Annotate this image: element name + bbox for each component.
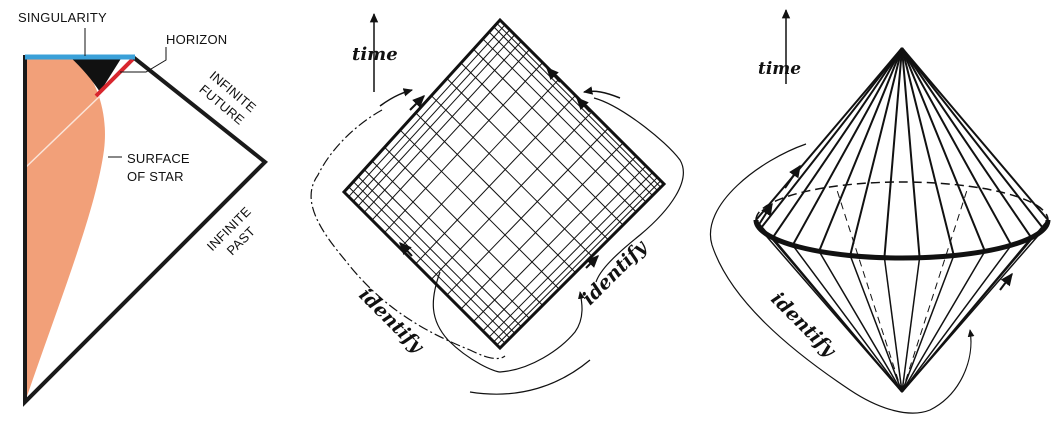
cone-generator-line (791, 47, 903, 246)
edge-arrow-top-1 (409, 95, 425, 111)
grid-line (482, 38, 647, 203)
identified-square-diagram: time identify identify (310, 12, 684, 395)
cone-generator-line (901, 219, 1049, 393)
penrose-diagram: SINGULARITY HORIZON INFINITE FUTURE SURF… (18, 10, 268, 407)
grid-line (363, 40, 522, 213)
identify-label-left: identify (354, 284, 429, 359)
edge-arrow-top-3 (576, 96, 591, 113)
edge-arrow-top-2 (546, 66, 561, 83)
grid-line (473, 155, 637, 322)
cone-generator-line (835, 185, 903, 393)
grid-line (348, 24, 506, 198)
grid-line (415, 95, 576, 265)
cone-generator-line (792, 244, 903, 393)
cone-generator-line (901, 47, 921, 258)
cone-generator-line (901, 244, 1012, 393)
grid-line (488, 31, 653, 196)
cone-generator-line (901, 257, 921, 393)
cone-generator-line (759, 47, 903, 230)
cone-rim-back (755, 181, 1049, 221)
cone-generator-line (901, 47, 955, 256)
grid-line (348, 186, 506, 344)
grid-line (496, 180, 662, 346)
grid-line (473, 48, 637, 213)
singularity-label: SINGULARITY (18, 10, 107, 25)
cone-generator-line (772, 237, 903, 393)
grid-line (357, 34, 516, 207)
grid-line (352, 29, 511, 202)
grid-line (430, 111, 593, 280)
cone-rim-front (753, 219, 1051, 261)
grid-line (353, 181, 511, 339)
cone-arrow-1 (784, 164, 801, 189)
identify-arrow-top-right (582, 86, 621, 99)
surface-label-1: SURFACE (127, 151, 190, 166)
grid-line (446, 78, 609, 241)
grid-line (371, 49, 530, 221)
cone-generators (755, 47, 1049, 393)
cone-arrow-3 (999, 272, 1013, 291)
identify-loop-bottom (432, 271, 585, 373)
cone-generator-line (901, 47, 986, 252)
cone-generator-line (755, 47, 903, 221)
cone-generator-line (818, 47, 903, 252)
cone-generator-line (901, 47, 1013, 246)
grid-line (431, 95, 593, 257)
grid-line (493, 177, 658, 343)
grid-lines (348, 23, 662, 346)
grid-line (493, 26, 658, 191)
cone-generator-line (883, 47, 903, 258)
cone-generator-line (883, 257, 903, 393)
identify-loop-right (593, 97, 684, 283)
star-interior (25, 57, 105, 402)
grid-line (460, 62, 624, 226)
identify-loop-left (310, 109, 506, 360)
time-label-2: time (758, 59, 801, 79)
horizon-label: HORIZON (166, 32, 227, 47)
cone-generator-line (901, 47, 1049, 221)
grid-line (371, 160, 530, 319)
cone-generator-line (771, 47, 903, 239)
grid-line (363, 169, 522, 328)
edge-arrow-bottom-1 (399, 241, 413, 257)
identify-arrow-top-left (379, 88, 414, 107)
horizon-line (94, 57, 135, 98)
cone-generator-line (818, 250, 903, 393)
grid-line (357, 176, 516, 334)
cone-generator-line (901, 185, 969, 393)
edge-arrow-bottom-2 (585, 255, 599, 269)
cone-generator-line (849, 47, 903, 256)
surface-label-2: OF STAR (127, 169, 184, 184)
cone-generator-line (849, 255, 903, 393)
identify-loop-cone (709, 143, 975, 414)
grid-diamond (341, 17, 667, 351)
grid-line (488, 172, 653, 338)
cone-arrow-2 (757, 202, 773, 227)
grid-line (384, 62, 544, 233)
cone-generator-line (901, 255, 955, 393)
grid-line (415, 112, 576, 273)
grid-line (446, 127, 609, 296)
trapped-region (70, 57, 122, 92)
time-label: time (352, 44, 398, 65)
horizon-leader (120, 47, 167, 73)
grid-line (399, 78, 560, 249)
light-ray (24, 95, 101, 169)
grid-line (482, 165, 647, 332)
grid-line (460, 142, 624, 310)
cone-generator-line (901, 47, 1045, 230)
cone-generator-line (901, 250, 986, 393)
double-cone-diagram: time identify (709, 8, 1051, 414)
grid-line (399, 129, 560, 290)
cone-generator-line (901, 47, 1033, 239)
identify-label-cone: identify (766, 288, 841, 363)
grid-line (384, 146, 543, 306)
identify-loop-bottom-2 (469, 359, 591, 395)
